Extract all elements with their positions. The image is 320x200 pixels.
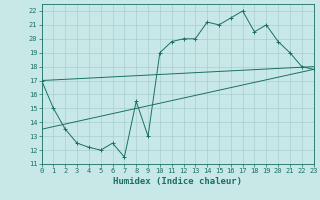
X-axis label: Humidex (Indice chaleur): Humidex (Indice chaleur) [113,177,242,186]
